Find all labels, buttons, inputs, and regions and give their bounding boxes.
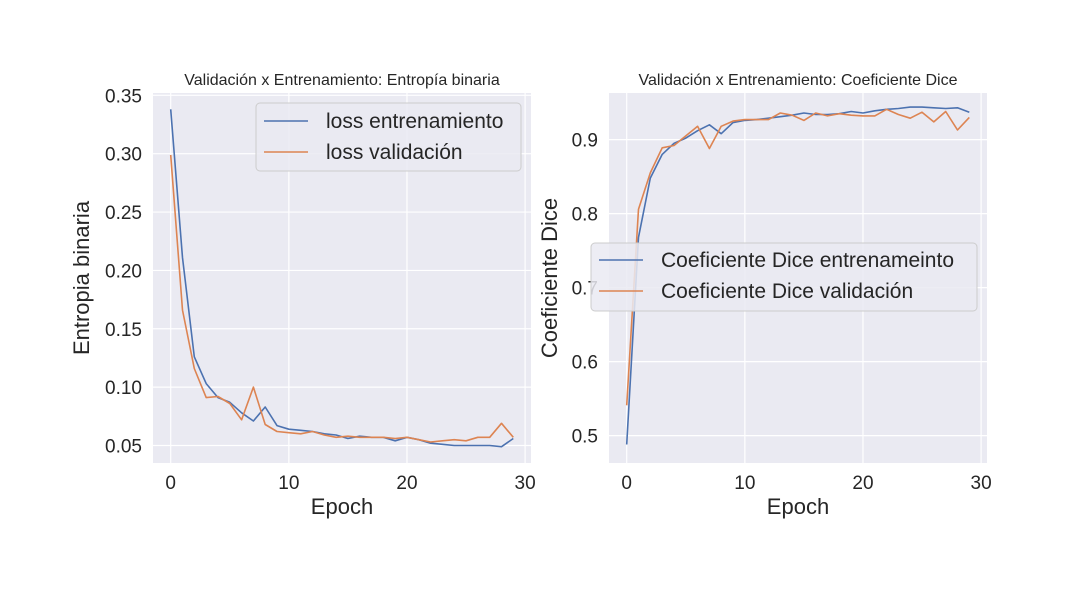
loss-y-tick-label: 0.30 bbox=[105, 145, 142, 166]
dice-y-tick-label: 0.8 bbox=[572, 205, 598, 226]
dice-series-lines bbox=[625, 106, 970, 445]
dice-legend-label-train: Coeficiente Dice entrenameinto bbox=[661, 249, 954, 272]
dice-chart-title: Validación x Entrenamiento: Coeficiente … bbox=[639, 72, 958, 89]
loss-x-tick-label: 10 bbox=[278, 473, 299, 494]
dice-x-tick-label: 20 bbox=[852, 473, 873, 494]
loss-x-axis-label: Epoch bbox=[311, 494, 373, 519]
loss-y-tick-label: 0.15 bbox=[105, 320, 142, 341]
dice-y-tick-label: 0.9 bbox=[572, 131, 598, 152]
loss-y-axis-label: Entropia binaria bbox=[69, 200, 94, 355]
dice-y-tick-label: 0.6 bbox=[572, 353, 598, 374]
loss-legend-label-train: loss entrenamiento bbox=[326, 110, 503, 133]
loss-x-tick-label: 20 bbox=[396, 473, 417, 494]
loss-series-line-val bbox=[169, 154, 514, 443]
dice-x-tick-label: 30 bbox=[971, 473, 992, 494]
loss-y-tick-label: 0.25 bbox=[105, 203, 142, 224]
loss-y-tick-label: 0.20 bbox=[105, 261, 142, 282]
loss-y-tick-label: 0.10 bbox=[105, 378, 142, 399]
loss-gridlines bbox=[153, 93, 531, 463]
dice-y-axis-label: Coeficiente Dice bbox=[537, 198, 562, 358]
dice-y-tick-label: 0.5 bbox=[572, 427, 598, 448]
loss-x-tick-label: 30 bbox=[515, 473, 536, 494]
loss-legend-label-val: loss validación bbox=[326, 141, 463, 164]
loss-legend: loss entrenamiento loss validación bbox=[255, 102, 522, 172]
loss-chart-title: Validación x Entrenamiento: Entropía bin… bbox=[184, 72, 500, 89]
dice-series-line-val bbox=[625, 108, 970, 406]
dice-legend: Coeficiente Dice entrenameinto Coeficien… bbox=[590, 242, 978, 312]
dice-chart-panel: 0 10 20 300.50.60.70.80.9 Validación x Entr… bbox=[537, 72, 992, 519]
dice-x-tick-label: 10 bbox=[734, 473, 755, 494]
dice-series-line-train bbox=[625, 106, 970, 445]
loss-y-tick-label: 0.05 bbox=[105, 436, 142, 457]
loss-y-tick-label: 0.35 bbox=[105, 86, 142, 107]
loss-legend-box bbox=[255, 102, 522, 172]
dice-x-tick-label: 0 bbox=[621, 473, 632, 494]
dice-tick-labels: 0 10 20 300.50.60.70.80.9 bbox=[572, 131, 992, 494]
dice-legend-box bbox=[590, 242, 978, 312]
dice-x-axis-label: Epoch bbox=[767, 494, 829, 519]
loss-chart-panel: 0 10 20 30 0.05 0.10 0.15 0.20 0.25 0.30 0.35 Vali… bbox=[69, 72, 536, 519]
loss-tick-labels: 0 10 20 30 0.05 0.10 0.15 0.20 0.25 0.30 0.35 bbox=[105, 86, 536, 494]
loss-series-lines bbox=[169, 109, 514, 448]
dice-legend-label-val: Coeficiente Dice validación bbox=[661, 280, 913, 303]
loss-x-tick-label: 0 bbox=[165, 473, 176, 494]
